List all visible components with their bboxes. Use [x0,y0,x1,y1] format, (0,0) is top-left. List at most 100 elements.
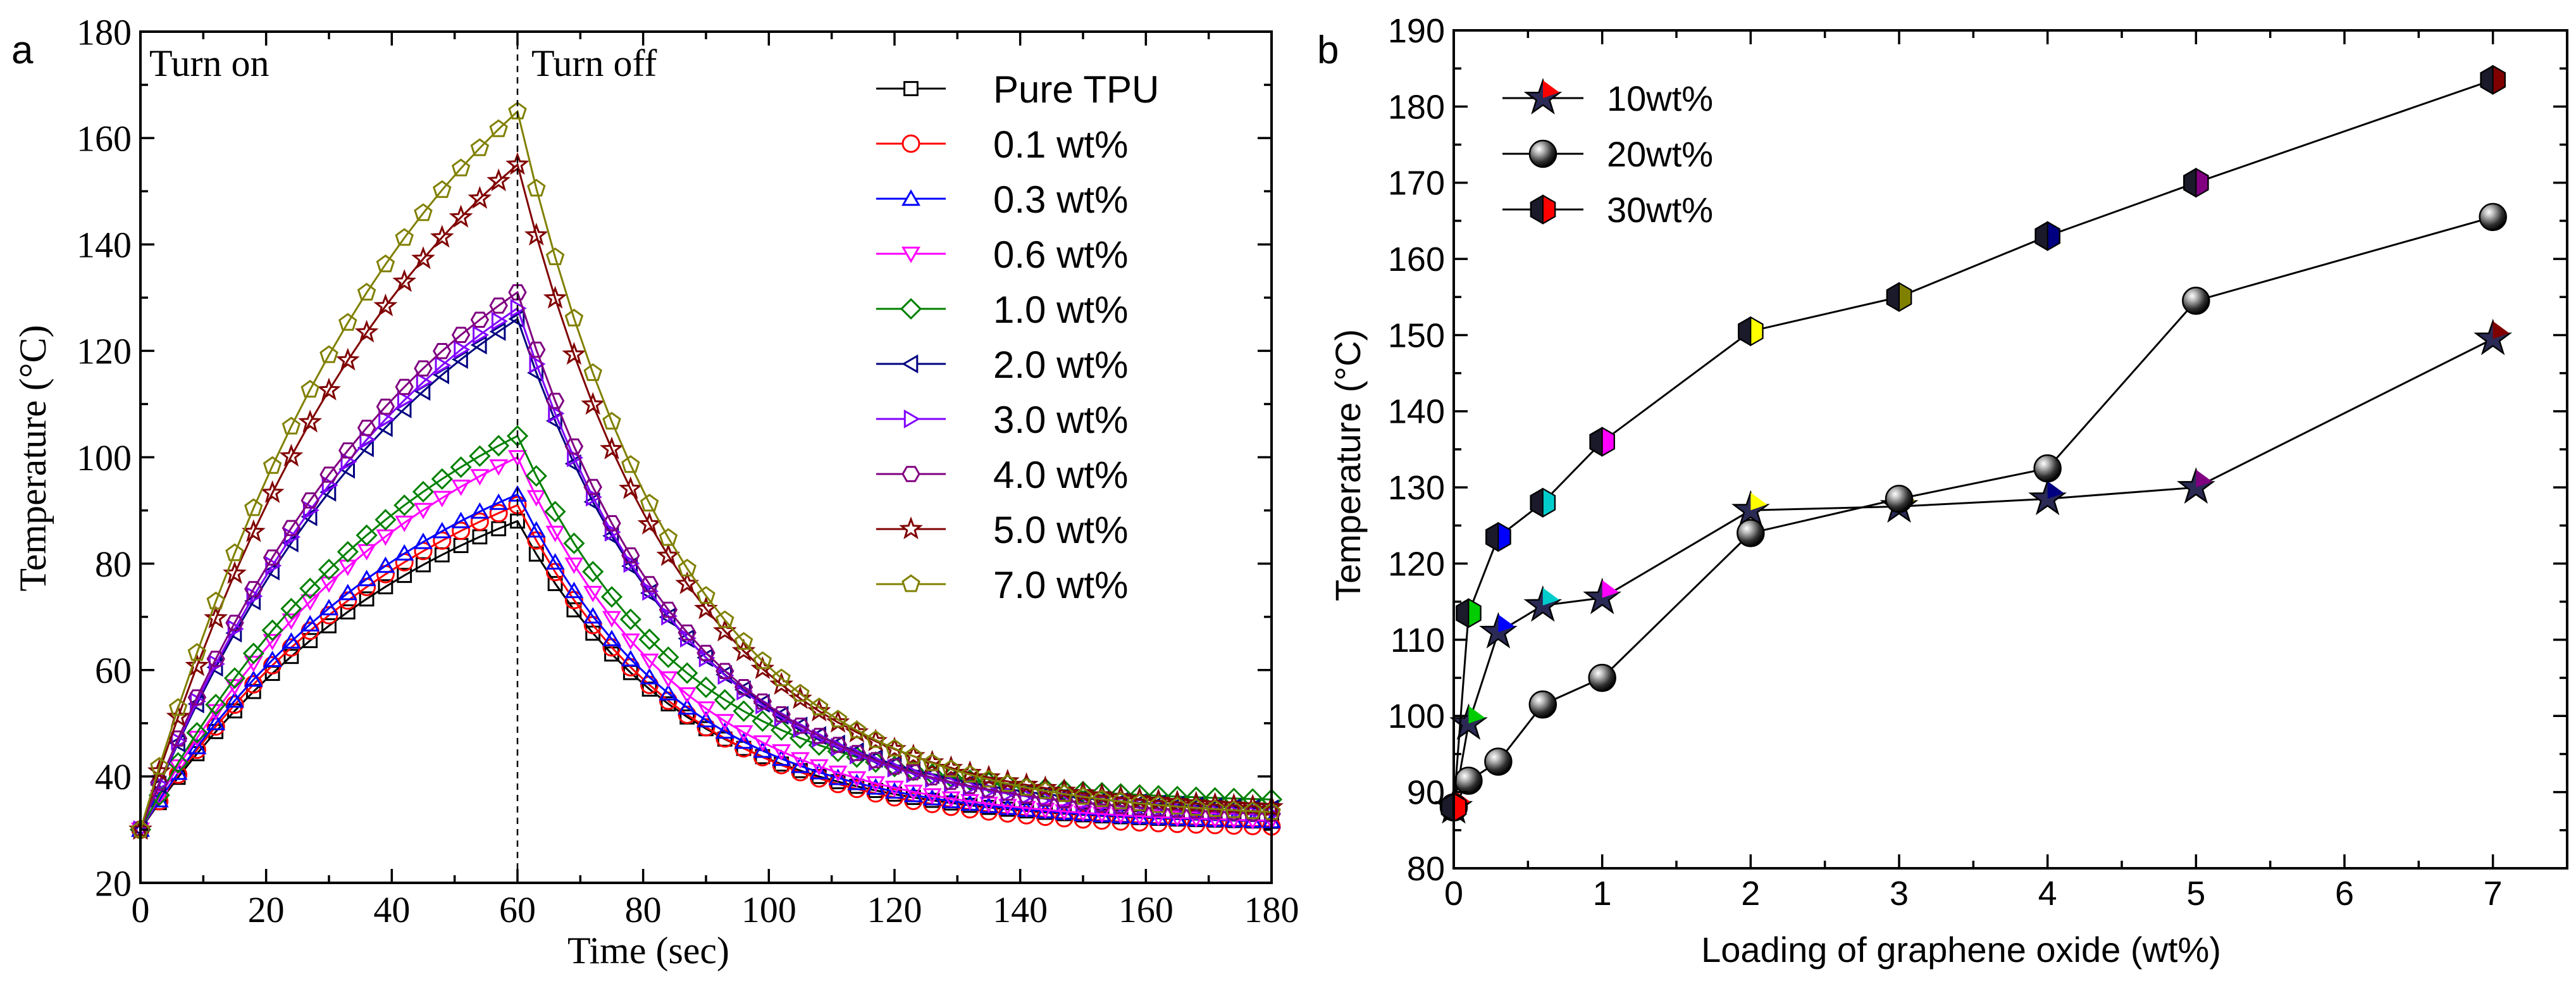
data-point [300,594,320,611]
data-point [282,632,301,649]
data-point [451,511,471,528]
data-point [261,619,283,642]
data-point [564,308,584,327]
data-point [1454,766,1483,795]
data-point [544,501,566,523]
data-point [225,696,244,715]
data-point [772,706,789,725]
data-point [583,585,603,602]
y-tick-label: 90 [1407,774,1445,812]
data-point [887,758,904,778]
data-point [527,178,546,197]
data-point [962,777,979,797]
data-point [1038,789,1055,809]
legend-marker [901,466,920,482]
data-point [810,726,826,746]
panel-a: a 0 20 40 60 80 100 120 140 160 18020406080100120… [11,11,1299,971]
data-point [678,687,697,704]
x-tick-label: 0 [132,889,150,930]
data-point [431,468,453,490]
data-point [1456,598,1482,628]
y-tick-label: 180 [1388,88,1445,126]
x-tick-label: 140 [993,889,1048,930]
data-point [392,269,417,292]
legend-label: 20wt% [1607,134,1713,174]
data-point [486,168,511,192]
legend-marker [1528,139,1557,168]
data-point [753,741,772,758]
data-point [282,520,301,537]
data-point [376,254,395,273]
legend-marker [901,246,921,263]
data-point [619,608,641,630]
data-point [376,556,395,573]
data-point [524,222,548,246]
data-point [526,521,546,538]
data-point [618,476,643,499]
data-point [1205,812,1225,829]
data-point [2176,467,2215,504]
data-point [416,557,431,573]
data-point [904,764,923,781]
data-point [676,662,698,684]
data-point [866,730,885,748]
data-point [581,392,605,415]
data-point [357,570,376,587]
legend-label: 30wt% [1607,190,1713,230]
data-point [637,511,662,535]
data-point [960,764,979,783]
data-point [621,633,640,651]
data-point [1014,772,1039,796]
data-point [1528,690,1557,719]
data-point [640,668,659,685]
data-point [489,493,509,510]
data-point [491,311,508,331]
data-point [2474,318,2513,356]
series-line [139,493,1272,830]
data-point [564,582,584,599]
data-point [941,759,961,777]
data-point [715,714,734,731]
data-point [378,579,393,595]
data-point [206,591,225,609]
data-point [526,490,546,507]
data-point [847,771,867,788]
data-point [1000,784,1017,803]
data-point [225,615,244,631]
data-point [319,345,338,363]
x-tick-label: 0 [1444,875,1463,913]
data-point [433,180,452,198]
data-point [1485,521,1511,552]
data-point [1019,787,1036,806]
data-point [583,607,603,624]
data-point [430,225,454,248]
x-tick-label: 80 [625,889,662,930]
legend-item: 30wt% [1502,190,1713,230]
data-point [529,354,546,374]
panel-b-ticks: 0 1 2 3 4 5 6 7 80 90 100 110 120 130 140 150 160 170 180 1… [1388,12,2567,913]
legend-label: Pure TPU [993,68,1159,111]
data-point [1243,801,1262,820]
legend-label: 0.6 wt% [993,234,1128,276]
data-point [847,773,867,790]
data-point [810,697,829,716]
data-point [564,454,581,473]
data-point [1731,490,1770,527]
data-point [1091,782,1113,804]
series-line [1452,78,2494,808]
data-point [473,325,490,345]
data-point [564,438,584,455]
data-point [1186,811,1206,828]
legend-marker [903,81,919,96]
data-point [265,556,282,575]
legend-label: 3.0 wt% [993,399,1128,441]
data-point [1588,663,1616,692]
data-point [697,701,715,718]
data-point [1187,798,1206,816]
data-point [451,327,471,343]
data-point [244,670,263,687]
data-point [1130,793,1149,811]
data-point [678,558,697,577]
data-point [656,543,681,566]
